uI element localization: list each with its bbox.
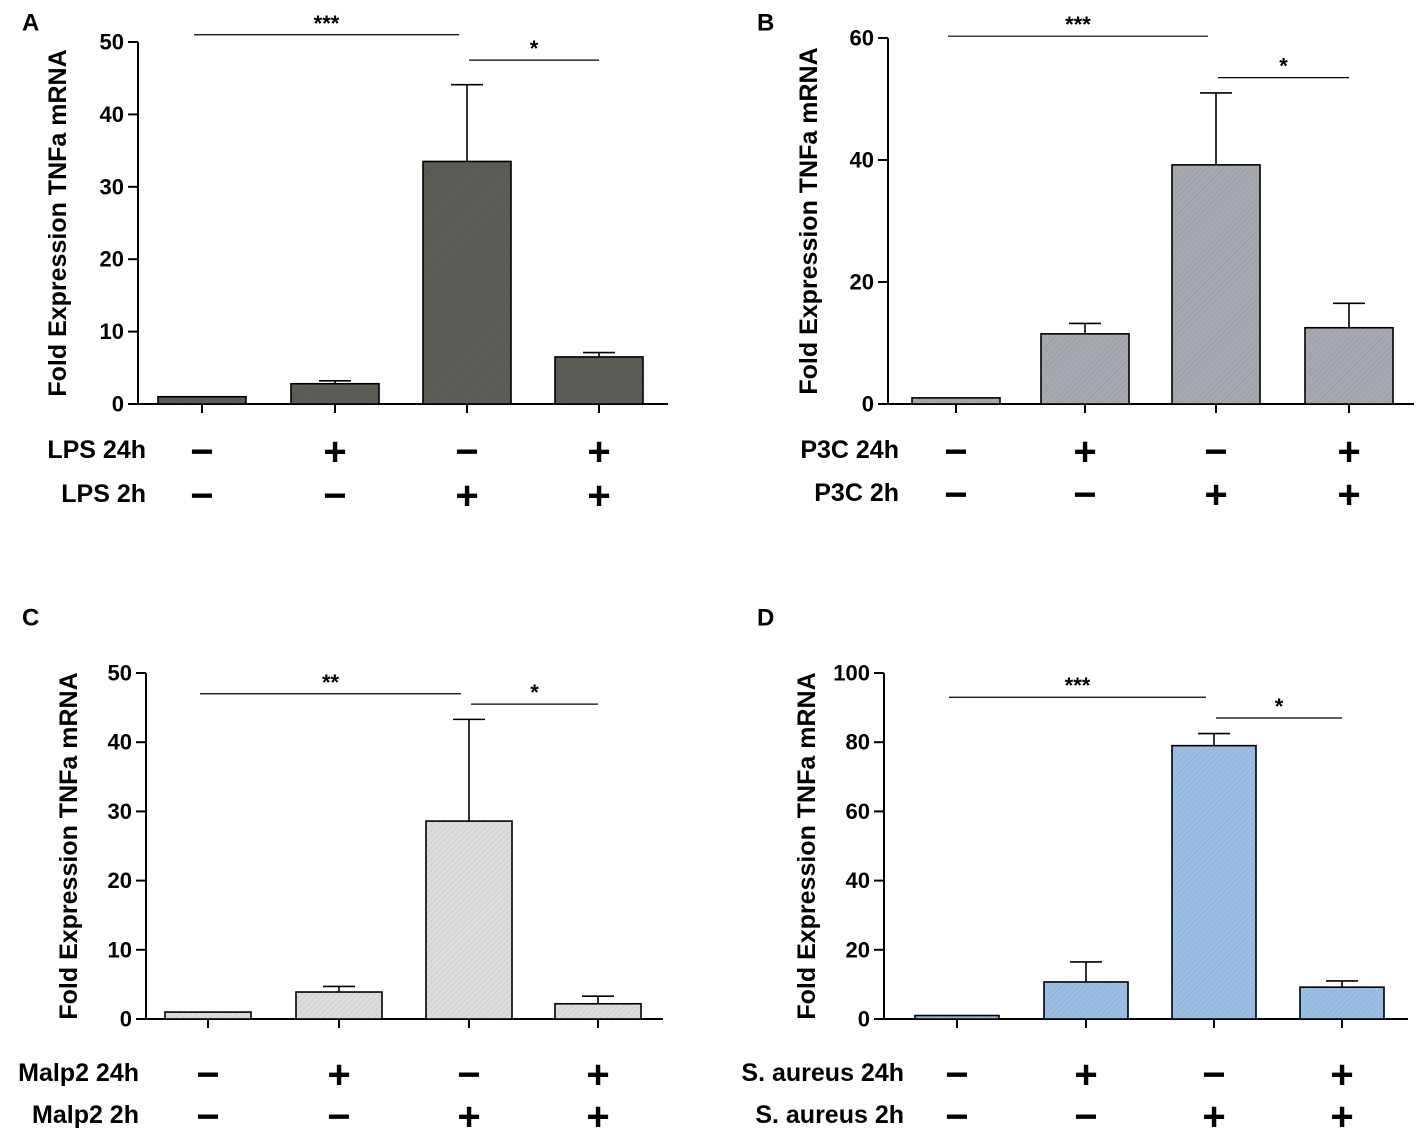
y-axis-title: Fold Expression TNFa mRNA: [55, 672, 83, 1019]
bar-texture: [158, 396, 246, 404]
bar-texture: [912, 397, 1000, 404]
y-tick-label: 60: [846, 799, 870, 824]
condition-sign: +: [1337, 430, 1360, 474]
y-tick-label: 0: [112, 392, 124, 417]
y-tick-label: 50: [100, 30, 124, 55]
condition-sign: +: [455, 474, 478, 518]
condition-sign: +: [586, 1095, 609, 1130]
significance-label: **: [322, 670, 340, 695]
y-tick-label: 0: [858, 1007, 870, 1032]
condition-sign: −: [327, 1095, 350, 1130]
condition-sign: +: [1202, 1095, 1225, 1130]
condition-sign: −: [455, 430, 478, 474]
condition-sign: +: [1330, 1095, 1353, 1130]
condition-sign: −: [944, 430, 967, 474]
bar-texture: [915, 1015, 999, 1019]
bar-texture: [1044, 981, 1128, 1019]
y-tick-label: 60: [850, 26, 874, 51]
y-tick-label: 30: [100, 174, 124, 199]
y-tick-label: 30: [108, 799, 132, 824]
y-axis-title: Fold Expression TNFa mRNA: [795, 47, 823, 394]
y-tick-label: 10: [100, 319, 124, 344]
bar-texture: [555, 1003, 641, 1019]
condition-sign: −: [1074, 1095, 1097, 1130]
condition-sign: −: [1073, 473, 1096, 517]
condition-sign: +: [1074, 1053, 1097, 1097]
y-tick-label: 40: [100, 102, 124, 127]
bar-texture: [291, 383, 379, 404]
y-tick-label: 80: [846, 730, 870, 755]
y-tick-label: 20: [108, 868, 132, 893]
bar-texture: [1172, 745, 1256, 1019]
significance-label: *: [530, 36, 539, 61]
y-tick-label: 10: [108, 937, 132, 962]
condition-sign: +: [1204, 473, 1227, 517]
bar-texture: [555, 356, 643, 404]
condition-sign: −: [196, 1095, 219, 1130]
y-tick-label: 20: [846, 937, 870, 962]
condition-sign: −: [945, 1095, 968, 1130]
condition-sign: −: [1202, 1053, 1225, 1097]
condition-sign: −: [457, 1053, 480, 1097]
y-tick-label: 100: [833, 661, 870, 686]
condition-sign: −: [1204, 430, 1227, 474]
bar-texture: [165, 1012, 251, 1019]
condition-label: LPS 2h: [61, 480, 146, 508]
bar-texture: [1041, 333, 1129, 404]
y-tick-label: 0: [120, 1007, 132, 1032]
condition-sign: +: [587, 474, 610, 518]
condition-sign: +: [587, 430, 610, 474]
significance-label: *: [530, 680, 539, 705]
condition-sign: +: [1330, 1053, 1353, 1097]
significance-label: *: [1279, 54, 1288, 79]
condition-label: S. aureus 2h: [755, 1101, 904, 1129]
condition-label: S. aureus 24h: [741, 1059, 904, 1087]
bar-texture: [1172, 164, 1260, 404]
condition-sign: −: [190, 430, 213, 474]
condition-label: P3C 24h: [800, 436, 899, 464]
y-axis-title: Fold Expression TNFa mRNA: [793, 672, 821, 1019]
condition-sign: +: [586, 1053, 609, 1097]
significance-label: ***: [1065, 673, 1091, 698]
condition-sign: +: [1073, 430, 1096, 474]
condition-label: Malp2 2h: [32, 1101, 139, 1129]
y-tick-label: 40: [846, 868, 870, 893]
condition-sign: −: [323, 474, 346, 518]
y-tick-label: 40: [850, 148, 874, 173]
condition-sign: +: [457, 1095, 480, 1130]
condition-label: P3C 2h: [814, 479, 899, 507]
significance-label: ***: [1065, 12, 1091, 37]
bar-texture: [1305, 327, 1393, 404]
condition-sign: −: [944, 473, 967, 517]
significance-label: *: [1275, 694, 1284, 719]
panel-label: A: [22, 9, 39, 36]
y-tick-label: 50: [108, 661, 132, 686]
condition-label: Malp2 24h: [18, 1059, 139, 1087]
condition-sign: −: [945, 1053, 968, 1097]
bar-texture: [296, 992, 382, 1019]
bar-texture: [1300, 987, 1384, 1019]
condition-label: LPS 24h: [47, 436, 146, 464]
panel-label: B: [757, 9, 774, 36]
bar-texture: [426, 821, 512, 1019]
condition-sign: −: [190, 474, 213, 518]
panel-label: D: [757, 604, 774, 631]
y-tick-label: 40: [108, 730, 132, 755]
bar-texture: [423, 161, 511, 404]
y-axis-title: Fold Expression TNFa mRNA: [44, 49, 72, 396]
condition-sign: +: [323, 430, 346, 474]
y-tick-label: 20: [100, 247, 124, 272]
condition-sign: +: [1337, 473, 1360, 517]
y-tick-label: 0: [862, 392, 874, 417]
significance-label: ***: [314, 11, 340, 36]
panel-label: C: [22, 604, 39, 631]
y-tick-label: 20: [850, 270, 874, 295]
condition-sign: −: [196, 1053, 219, 1097]
condition-sign: +: [327, 1053, 350, 1097]
